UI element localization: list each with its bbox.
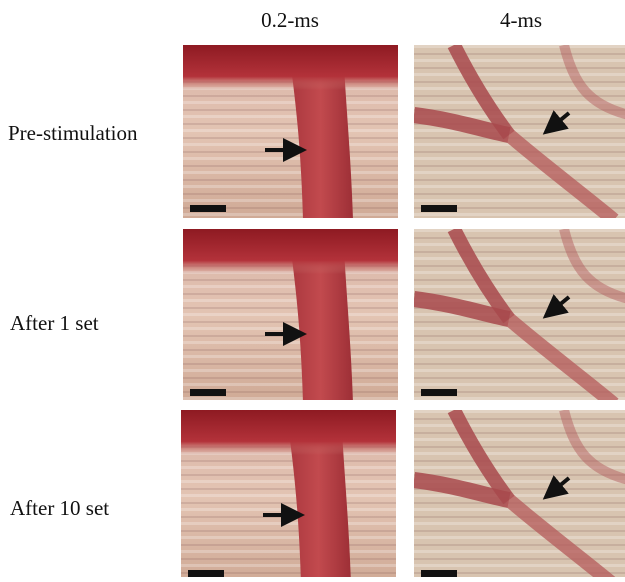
row-label: After 1 set [10,311,99,335]
row-label: After 10 set [10,496,109,520]
column-header: 4-ms [500,8,542,32]
micrograph [414,45,625,220]
micrograph [183,45,398,220]
row-label: Pre-stimulation [8,121,138,145]
column-header: 0.2-ms [261,8,319,32]
micrograph [414,410,625,577]
micrograph [183,229,398,404]
micrograph [181,410,396,577]
micrograph [414,229,625,404]
